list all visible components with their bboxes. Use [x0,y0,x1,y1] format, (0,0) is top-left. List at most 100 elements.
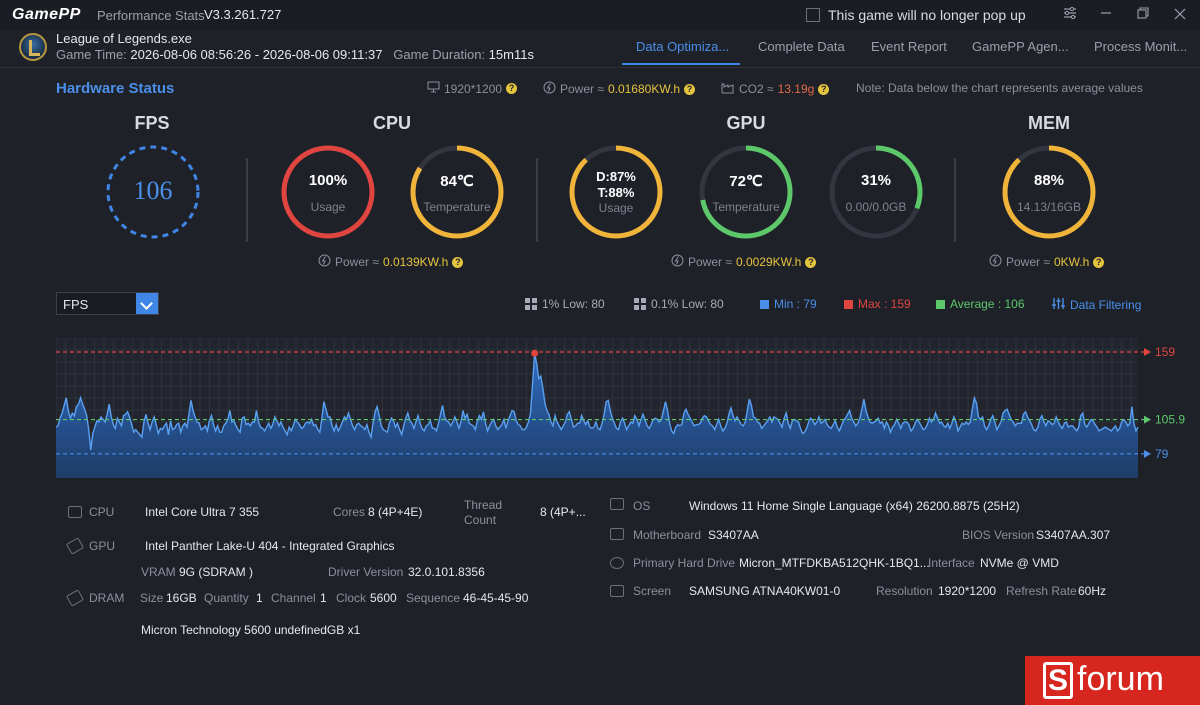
co2-label: CO2 ≈ [739,82,774,96]
low-01-percent: 0.1% Low: 80 [634,297,724,311]
channel-value: 1 [320,591,327,605]
metric-select[interactable]: FPS [56,292,159,315]
reference-label-79: 79 [1155,447,1169,461]
divider [536,158,538,242]
tab-gamepp-agent[interactable]: GamePP Agen... [972,39,1069,54]
cpu-temp-value: 84℃ [440,173,474,190]
mem-value: 88% [1033,172,1065,189]
game-header [0,30,1200,68]
help-icon[interactable]: ? [684,83,695,95]
tab-complete-data[interactable]: Complete Data [758,39,845,54]
gpu-temp-label: Temperature [712,200,780,214]
no-popup-checkbox[interactable] [806,8,820,22]
chevron-down-icon[interactable] [136,293,158,314]
help-icon[interactable]: ? [818,83,830,95]
cpu-label: CPU [89,505,115,519]
min-stat: Min : 79 [760,297,817,311]
app-name: Performance Stats [97,8,205,23]
divider [246,158,248,242]
gpu-temp-gauge: 72℃ Temperature [698,144,794,240]
gpu-title: GPU [726,113,766,133]
help-icon[interactable]: ? [506,83,518,94]
no-popup-label: This game will no longer pop up [828,7,1026,23]
low-1-value: 1% Low: 80 [542,297,605,311]
gpu-usage-ring [569,145,663,239]
tab-event-report[interactable]: Event Report [871,39,947,54]
screen-icon [610,585,624,597]
cpu-title: CPU [372,113,411,133]
low-1-percent: 1% Low: 80 [525,297,605,311]
mem-label: 14.13/16GB [1016,200,1082,214]
cpu-temp-label: Temperature [423,200,491,214]
refresh-rate-value: 60Hz [1078,584,1107,598]
fps-area [56,353,1138,478]
gpu-vram-gauge: 31% 0.00/0.0GB [828,144,924,240]
cores-label: Cores [333,505,366,519]
close-icon[interactable] [1170,5,1190,25]
data-filtering-button[interactable]: Data Filtering [1052,297,1141,313]
mem-power-label: Power ≈ [1006,255,1050,269]
average-legend-swatch [936,299,945,309]
size-label: Size [140,591,164,605]
gpu-vram-ring [829,145,923,239]
settings-sliders-icon[interactable] [1060,5,1080,25]
co2-info: CO2 ≈ 13.19g ? [721,81,830,97]
power-value: 0.01680KW.h [607,82,680,96]
mem-ring [1002,145,1096,239]
no-popup-option[interactable]: This game will no longer pop up [806,6,1026,24]
help-icon[interactable]: ? [452,256,464,268]
gpu-temp-ring [699,145,793,239]
sequence-label: Sequence [406,591,461,605]
title-bar: GamePP Performance Stats V3.3.261.727 Th… [0,0,1200,30]
help-icon[interactable]: ? [1093,256,1105,268]
average-stat: Average : 106 [936,297,1025,311]
gpu-usage-t-value: T:88% [597,185,635,200]
tab-process-monitor[interactable]: Process Monit... [1094,39,1188,54]
quantity-value: 1 [256,591,263,605]
league-of-legends-icon [19,33,47,61]
cpu-temp-ring [410,145,504,239]
resolution-info: 1920*1200 ? [427,81,518,96]
low-01-value: 0.1% Low: 80 [651,297,724,311]
vram-label: VRAM [141,565,176,579]
driver-label: Driver Version [328,565,404,579]
windows-icon [610,498,624,510]
interface-label: Interface [928,556,975,570]
motherboard-value: S3407AA [708,528,759,542]
max-value: Max : 159 [858,297,911,311]
mem-gauge: 88% 14.13/16GB [1001,144,1097,240]
max-legend-swatch [844,299,853,309]
monitor-icon [427,81,440,96]
fps-title: FPS [134,113,170,133]
metric-select-value: FPS [63,297,89,312]
gpu-power-label: Power ≈ [688,255,732,269]
reference-arrow-79 [1144,449,1151,458]
grid-icon [634,298,646,310]
reference-label-105.9: 105.9 [1155,413,1185,427]
screen-value: SAMSUNG ATNA40KW01-0 [689,584,841,598]
bios-value: S3407AA.307 [1036,528,1111,542]
game-time-label: Game Time: [56,47,127,62]
gpu-power: Power ≈ 0.0029KW.h ? [671,254,817,270]
quantity-label: Quantity [204,591,249,605]
sequence-value: 46-45-45-90 [463,591,529,605]
resolution-value: 1920*1200 [444,81,503,96]
gpu-power-value: 0.0029KW.h [735,255,802,269]
average-value: Average : 106 [950,297,1025,311]
minimize-icon[interactable] [1096,5,1116,25]
driver-value: 32.0.101.8356 [408,565,485,579]
game-duration-value: 15m11s [488,47,534,62]
sforum-logo-text: forum [1077,660,1164,698]
hard-drive-value: Micron_MTFDKBA512QHK-1BQ1... [739,556,930,570]
gpu-card-icon [65,537,85,555]
tab-data-optimization[interactable]: Data Optimiza... [636,39,730,54]
cpu-power-label: Power ≈ [335,255,379,269]
mem-title: MEM [1028,113,1070,133]
help-icon[interactable]: ? [805,256,817,268]
sforum-watermark: S forum [1025,656,1200,705]
restore-icon[interactable] [1133,5,1153,25]
app-version: V3.3.261.727 [204,7,282,22]
motherboard-label: Motherboard [633,528,702,542]
chart-reference-lines: 159 105.9 79 [56,345,1185,461]
clock-label: Clock [336,591,367,605]
